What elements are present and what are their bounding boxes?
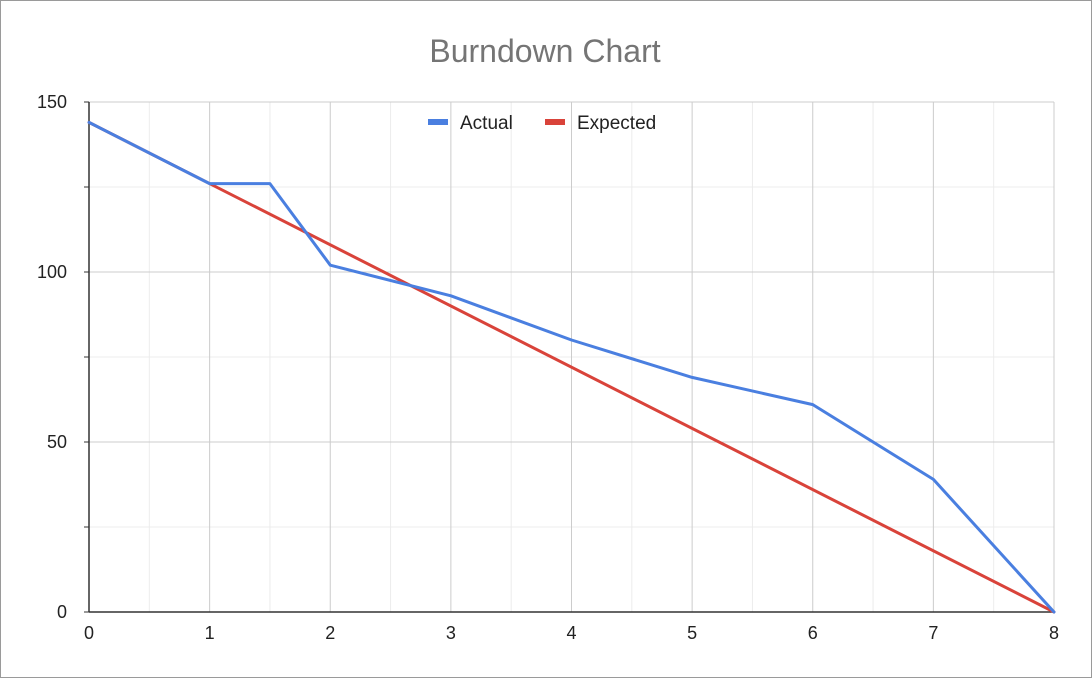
legend-label-expected: Expected [577,113,656,134]
axes [84,101,1054,613]
x-tick-label: 4 [566,623,576,643]
y-tick-label: 100 [37,262,67,282]
series-line-expected [87,120,1056,614]
x-tick-label: 6 [808,623,818,643]
x-tick-label: 7 [928,623,938,643]
x-axis-ticks: 0 1 2 3 4 5 6 7 8 [84,623,1059,643]
series-lines [87,120,1056,614]
y-tick-label: 0 [57,602,67,622]
legend-swatch-expected [545,119,565,125]
y-tick-label: 50 [47,432,67,452]
legend-label-actual: Actual [460,113,513,134]
y-tick-label: 150 [37,92,67,112]
chart-title: Burndown Chart [429,33,660,69]
x-tick-label: 3 [446,623,456,643]
major-gridlines [89,101,1055,612]
legend: Actual Expected [428,113,656,134]
y-axis-ticks: 0 50 100 150 [37,92,67,622]
x-tick-label: 8 [1049,623,1059,643]
x-tick-label: 0 [84,623,94,643]
series-line-actual [87,120,1056,614]
x-tick-label: 2 [325,623,335,643]
legend-swatch-actual [428,119,448,125]
x-tick-label: 5 [687,623,697,643]
x-tick-label: 1 [205,623,215,643]
